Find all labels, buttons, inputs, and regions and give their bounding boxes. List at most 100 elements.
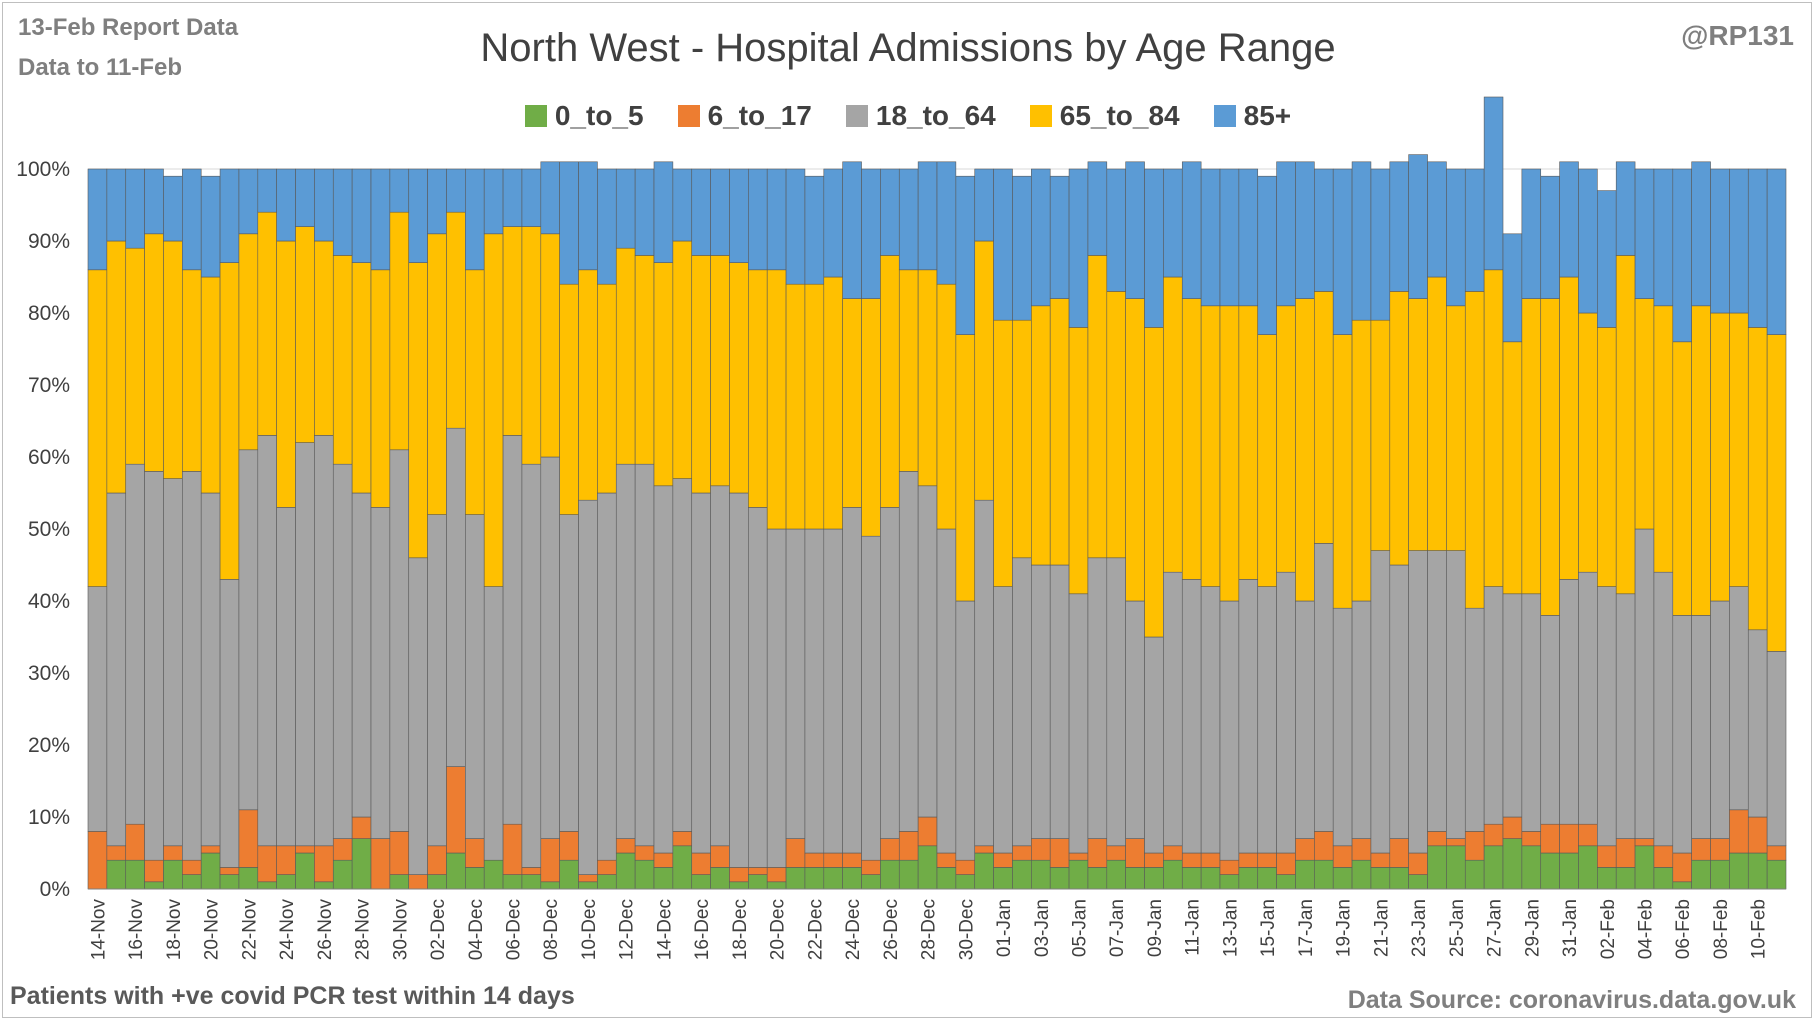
x-tick-label: 26-Nov — [315, 899, 336, 961]
x-tick-label: 24-Dec — [843, 899, 864, 960]
bar-0-to-5-10 — [276, 874, 296, 890]
bar-0-to-5-61 — [1238, 867, 1259, 890]
bar-65-to-84-29 — [634, 255, 655, 465]
bar-0-to-5-78 — [1559, 852, 1579, 890]
bar-65-to-84-20 — [465, 269, 485, 515]
bar-65-to-84-74 — [1483, 269, 1504, 587]
bar-65-to-84-80 — [1597, 327, 1617, 587]
bar-18-to-64-7 — [219, 579, 240, 868]
bar-0-to-5-83 — [1653, 867, 1674, 890]
bar-18-to-64-19 — [446, 427, 466, 767]
bar-18-to-64-47 — [974, 499, 994, 847]
bar-18-to-64-39 — [823, 528, 843, 854]
bar-65-to-84-69 — [1389, 291, 1409, 566]
bar-0-to-5-2 — [125, 859, 145, 890]
bar-65-to-84-49 — [1012, 319, 1032, 559]
bar-85-69 — [1389, 161, 1409, 292]
bar-65-to-84-62 — [1257, 334, 1277, 587]
bar-18-to-64-80 — [1597, 586, 1617, 847]
bar-85-65 — [1314, 168, 1334, 292]
bar-85-47 — [974, 168, 994, 242]
bar-0-to-5-20 — [465, 867, 485, 890]
bar-85-1 — [106, 168, 127, 242]
bar-6-to-17-37 — [785, 838, 806, 868]
bar-0-to-5-68 — [1370, 867, 1391, 890]
bar-6-to-17-42 — [880, 838, 900, 861]
bar-18-to-64-76 — [1521, 593, 1542, 832]
bar-18-to-64-54 — [1106, 557, 1126, 847]
bar-18-to-64-69 — [1389, 564, 1409, 839]
bar-6-to-17-18 — [427, 845, 447, 875]
bar-0-to-5-76 — [1521, 845, 1542, 890]
bar-6-to-17-73 — [1464, 831, 1485, 861]
bar-85-82 — [1634, 168, 1655, 299]
bar-85-62 — [1257, 175, 1277, 335]
bar-18-to-64-13 — [332, 463, 353, 839]
bar-65-to-84-54 — [1106, 291, 1126, 559]
y-tick-label: 100% — [16, 158, 70, 181]
bar-6-to-17-79 — [1578, 823, 1598, 847]
bar-85-0 — [87, 168, 108, 271]
bar-85-13 — [332, 168, 353, 256]
bar-85-30 — [653, 161, 674, 263]
bar-85-23 — [521, 168, 542, 227]
bar-0-to-5-71 — [1427, 845, 1447, 890]
bar-85-29 — [634, 168, 655, 256]
bar-0-to-5-65 — [1314, 859, 1334, 890]
bar-6-to-17-78 — [1559, 823, 1579, 854]
bar-85-37 — [785, 168, 806, 285]
bar-85-42 — [880, 168, 900, 256]
bar-18-to-64-17 — [408, 557, 428, 875]
bar-65-to-84-12 — [314, 240, 334, 436]
x-tick-label: 02-Dec — [428, 899, 449, 960]
bar-85-83 — [1653, 168, 1674, 307]
bar-6-to-17-83 — [1653, 845, 1674, 868]
bar-18-to-64-8 — [238, 449, 259, 811]
bar-6-to-17-19 — [446, 766, 466, 854]
bar-6-to-17-89 — [1766, 845, 1787, 861]
bar-18-to-64-46 — [955, 600, 976, 861]
bar-6-to-17-66 — [1332, 845, 1353, 868]
bar-65-to-84-85 — [1691, 305, 1711, 616]
bar-65-to-84-66 — [1332, 334, 1353, 609]
bar-65-to-84-6 — [200, 276, 221, 494]
bar-65-to-84-52 — [1068, 327, 1089, 595]
bar-6-to-17-8 — [238, 809, 259, 868]
bar-6-to-17-56 — [1144, 852, 1164, 868]
bar-0-to-5-67 — [1351, 859, 1372, 890]
bar-6-to-17-52 — [1068, 852, 1089, 861]
bar-65-to-84-22 — [502, 226, 523, 436]
bar-18-to-64-11 — [295, 442, 315, 847]
bar-6-to-17-84 — [1672, 852, 1692, 883]
bar-85-34 — [729, 168, 749, 263]
bar-65-to-84-34 — [729, 262, 749, 494]
bar-65-to-84-32 — [691, 255, 711, 494]
bar-6-to-17-26 — [578, 874, 598, 883]
bar-0-to-5-43 — [898, 859, 919, 890]
x-tick-label: 30-Dec — [956, 899, 977, 960]
bar-0-to-5-9 — [257, 881, 277, 890]
bar-6-to-17-80 — [1597, 845, 1617, 868]
bar-0-to-5-58 — [1181, 867, 1202, 890]
bar-0-to-5-42 — [880, 859, 900, 890]
bar-85-7 — [219, 168, 240, 263]
bar-18-to-64-70 — [1408, 550, 1428, 854]
bar-18-to-64-65 — [1314, 543, 1334, 832]
x-tick-label: 30-Nov — [390, 899, 411, 961]
x-tick-label: 01-Jan — [994, 899, 1015, 957]
bar-85-88 — [1747, 168, 1768, 328]
bar-6-to-17-55 — [1125, 838, 1145, 868]
bar-0-to-5-75 — [1502, 838, 1523, 890]
legend-label-18-to-64: 18_to_64 — [875, 100, 996, 131]
bar-18-to-64-10 — [276, 507, 296, 847]
bar-0-to-5-48 — [993, 867, 1013, 890]
bar-85-78 — [1559, 161, 1579, 278]
x-tick-label: 29-Jan — [1522, 899, 1543, 957]
bar-18-to-64-25 — [559, 514, 579, 832]
bar-65-to-84-5 — [182, 269, 202, 472]
bar-0-to-5-6 — [200, 852, 221, 890]
bar-0-to-5-50 — [1031, 859, 1051, 890]
bar-6-to-17-72 — [1446, 838, 1466, 847]
bar-65-to-84-30 — [653, 262, 674, 487]
bar-85-86 — [1710, 168, 1730, 314]
